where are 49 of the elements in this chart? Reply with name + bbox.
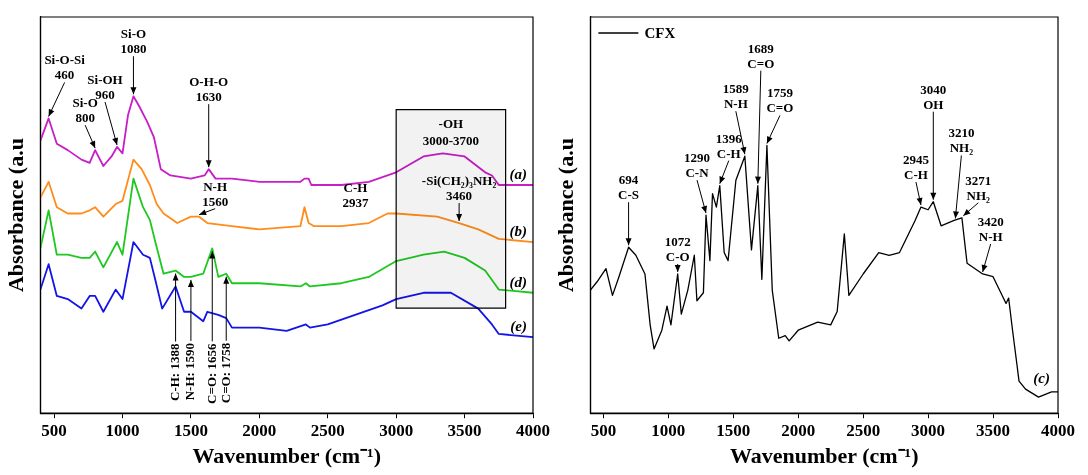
x-tick-label: 2500 [310, 420, 345, 440]
series-label: (a) [509, 165, 527, 183]
annotation: 1759 C=O [766, 85, 794, 116]
y-axis-title: Absorbance (a.u [552, 138, 578, 293]
annotation: C=O: 1758 [217, 342, 233, 404]
annotation: 3210 NH₂ [948, 125, 975, 156]
y-axis-title: Absorbance (a.u [2, 138, 28, 293]
annotation: 3271 NH₂ [965, 172, 992, 203]
x-tick-label: 500 [590, 420, 617, 440]
annotation: 1396 C-H [715, 130, 743, 161]
x-tick-label: 3000 [379, 420, 414, 440]
x-tick-label: 2500 [846, 420, 881, 440]
annotation: O-H-O 1630 [189, 74, 229, 105]
x-tick-label: 4000 [1041, 420, 1075, 440]
annotation: 1290 C-N [684, 150, 710, 181]
annotation: N-H: 1590 [182, 342, 198, 401]
x-axis-title: Wavenumber (cm⁻¹) [729, 443, 919, 469]
annotation: Si-O 1080 [120, 26, 147, 57]
legend-label: CFX [644, 24, 676, 41]
annotation: 694 C-S [618, 172, 640, 203]
annotation: Si-O-Si 460 [44, 52, 86, 83]
x-tick-label: 2000 [781, 420, 816, 440]
x-tick-label: 1000 [651, 420, 686, 440]
annotation: 1072 C-O [664, 233, 691, 264]
x-tick-label: 3500 [447, 420, 482, 440]
annotation: 1589 N-H [722, 81, 750, 112]
x-tick-label: 3500 [976, 420, 1011, 440]
x-tick-label: 500 [41, 420, 67, 440]
series-label: (b) [509, 223, 527, 241]
x-tick-label: 1000 [105, 420, 140, 440]
x-axis-title: Wavenumber (cm⁻¹) [192, 443, 381, 469]
annotation: -Si(CH₂)₃NH₂ 3460 [421, 173, 497, 204]
annotation: C-H: 1388 [166, 343, 182, 401]
x-tick-label: 3000 [911, 420, 946, 440]
series-label: (e) [510, 318, 527, 336]
annotation: 3420 N-H [977, 213, 1004, 244]
x-tick-label: 1500 [173, 420, 208, 440]
annotation: C-H 2937 [342, 179, 370, 210]
x-tick-label: 2000 [242, 420, 277, 440]
annotation: 3040 OH [920, 81, 947, 112]
series-label: (d) [509, 273, 527, 291]
annotation: 1689 C=O [747, 40, 775, 71]
annotation: 2945 C-H [902, 152, 930, 183]
x-tick-label: 1500 [716, 420, 751, 440]
band-label: -OH 3000-3700 [422, 115, 480, 148]
x-tick-label: 4000 [516, 420, 550, 440]
annotation: C=O: 1656 [203, 342, 219, 404]
annotation: (c) [1033, 370, 1050, 388]
annotation: N-H 1560 [202, 178, 229, 209]
